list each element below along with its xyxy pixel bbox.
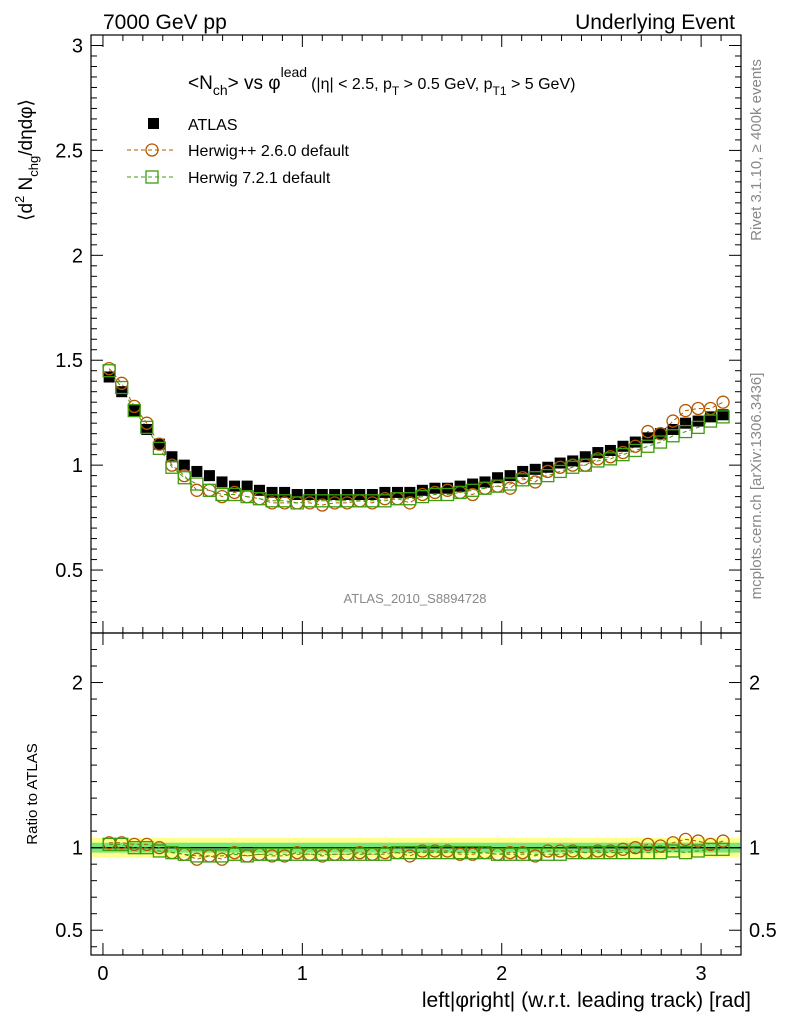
herwigpp-point [641, 424, 655, 439]
atlas-point [266, 486, 278, 498]
analysis-id: ATLAS_2010_S8894728 [344, 591, 487, 606]
atlas-point [116, 386, 128, 398]
herwigpp-point [678, 403, 693, 418]
y-axis-label-main: ⟨d2 Nchg/dηdφ⟩ [12, 99, 41, 221]
ratio-herwigpp-point [691, 834, 705, 848]
atlas-point [554, 457, 566, 469]
atlas-point [680, 417, 692, 429]
plot-title: <Nch> vs φlead(|η| < 2.5, pT > 0.5 GeV, … [188, 64, 575, 98]
legend-label-herwig7: Herwig 7.2.1 default [188, 170, 331, 187]
legend-marker-herwigpp [145, 143, 159, 157]
ratio-herwigpp-point [678, 832, 693, 847]
atlas-point [529, 463, 541, 475]
atlas-point [253, 484, 265, 496]
atlas-point [542, 461, 554, 473]
x-tick-label: 0 [97, 963, 108, 985]
main-y-tick-label: 2.5 [55, 140, 83, 162]
x-tick-label: 1 [297, 963, 308, 985]
ratio-y-tick-label: 0.5 [55, 920, 83, 942]
main-y-tick-label: 2 [72, 245, 83, 267]
x-tick-label: 3 [696, 963, 707, 985]
herwigpp-point [716, 395, 730, 409]
main-y-tick-label: 1 [72, 455, 83, 477]
ratio-y-tick-label-right: 2 [749, 673, 760, 695]
main-y-tick-label: 1.5 [55, 350, 83, 372]
legend-label-atlas: ATLAS [188, 117, 238, 134]
atlas-point [203, 470, 215, 482]
rivet-version-text: Rivet 3.1.10, ≥ 400k events [748, 59, 765, 241]
mcplots-credit-text: mcplots.cern.ch [arXiv:1306.3436] [748, 373, 765, 600]
ratio-y-tick-label: 1 [72, 838, 83, 860]
atlas-point [654, 428, 666, 440]
herwig7-point [115, 380, 129, 395]
legend-label-herwigpp: Herwig++ 2.6.0 default [188, 143, 350, 160]
x-axis-label: left|φright| (w.r.t. leading track) [rad… [422, 989, 751, 1012]
data-points [102, 361, 730, 866]
herwig7-point [152, 441, 167, 456]
ratio-y-tick-label-right: 1 [749, 838, 760, 860]
main-y-tick-label: 3 [72, 35, 83, 57]
atlas-point [629, 436, 641, 448]
ratio-line-herwigpp [109, 838, 724, 860]
atlas-point [279, 486, 291, 498]
ratio-herwigpp-point [641, 837, 655, 852]
legend-marker-atlas [148, 118, 159, 129]
atlas-point [128, 405, 140, 417]
ratio-panel-frame [90, 632, 742, 956]
atlas-point [579, 451, 591, 463]
legend: ATLAS Herwig++ 2.6.0 default Herwig 7.2.… [127, 117, 350, 187]
atlas-point [704, 411, 716, 423]
atlas-point [191, 465, 203, 477]
atlas-point [504, 470, 516, 482]
atlas-point [178, 459, 190, 471]
herwig7-point [127, 403, 141, 418]
herwig7-point [716, 410, 730, 424]
atlas-point [166, 451, 178, 463]
main-y-tick-label: 0.5 [55, 560, 83, 582]
ratio-herwig7-point [716, 842, 730, 856]
atlas-point [492, 472, 504, 484]
tick-labels: 0.5 1 1.5 2 2.5 3 0.5 0.5 1 1 2 2 0 1 2 3 [55, 35, 777, 985]
header-beam: 7000 GeV pp [103, 11, 227, 34]
ratio-herwigpp-point [716, 834, 730, 848]
herwig7-point [102, 364, 116, 378]
atlas-point [717, 409, 729, 421]
header-process: Underlying Event [575, 11, 735, 34]
axes [91, 35, 741, 955]
herwigpp-point [666, 414, 680, 428]
atlas-point [216, 476, 228, 488]
ratio-y-tick-label-right: 0.5 [749, 920, 777, 942]
herwigpp-point [403, 496, 417, 510]
line-herwigpp [108, 368, 724, 506]
herwig7-point [140, 420, 154, 435]
ratio-y-tick-label: 2 [72, 673, 83, 695]
atlas-point [291, 489, 303, 501]
atlas-point [153, 438, 165, 450]
legend-marker-herwig7 [145, 170, 159, 184]
atlas-point [241, 480, 253, 492]
ratio-herwigpp-point [666, 836, 680, 850]
y-axis-label-ratio: Ratio to ATLAS [24, 743, 41, 844]
herwig7-point [165, 460, 179, 474]
x-tick-label: 2 [496, 963, 507, 985]
line-herwig7 [108, 370, 724, 504]
